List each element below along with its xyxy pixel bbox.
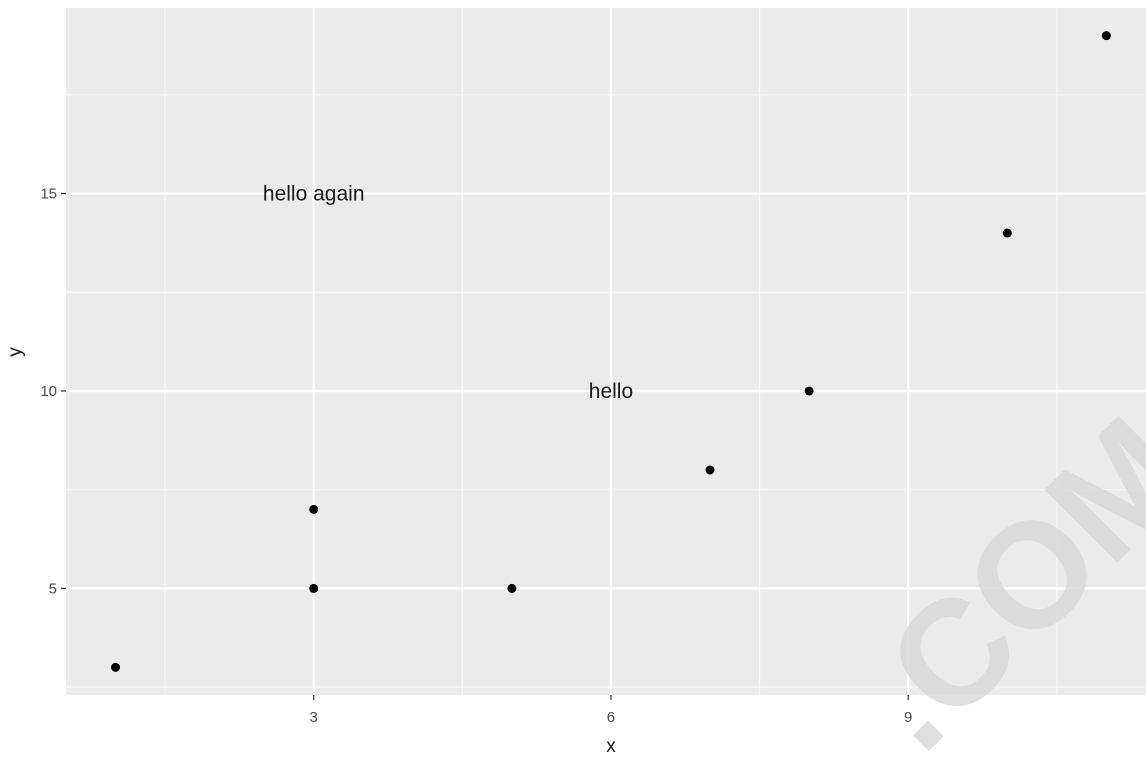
x-axis-ticks: 3 6 9 bbox=[310, 695, 912, 726]
annotation-label: hello again bbox=[263, 183, 365, 206]
x-tick-label: 3 bbox=[310, 709, 318, 726]
x-axis-title: x bbox=[606, 736, 616, 757]
y-tick-label: 15 bbox=[40, 186, 57, 203]
annotation-label: hello bbox=[589, 380, 633, 403]
data-points bbox=[111, 31, 1111, 672]
y-axis-title: y bbox=[5, 347, 26, 357]
y-tick-label: 10 bbox=[40, 383, 57, 400]
y-axis-ticks: 5 10 15 bbox=[40, 186, 66, 597]
data-point bbox=[111, 662, 121, 672]
annotations: hello again hello bbox=[263, 183, 633, 403]
data-point bbox=[309, 504, 319, 514]
data-point bbox=[507, 583, 517, 593]
major-gridlines bbox=[66, 8, 1146, 695]
minor-gridlines bbox=[66, 8, 1146, 695]
data-point bbox=[705, 465, 715, 475]
x-tick-label: 9 bbox=[904, 709, 912, 726]
y-tick-label: 5 bbox=[49, 580, 57, 597]
data-point bbox=[309, 583, 319, 593]
data-point bbox=[804, 386, 814, 396]
x-tick-label: 6 bbox=[607, 709, 615, 726]
data-point bbox=[1101, 31, 1111, 41]
plot-panel bbox=[66, 8, 1146, 695]
data-point bbox=[1002, 228, 1012, 238]
